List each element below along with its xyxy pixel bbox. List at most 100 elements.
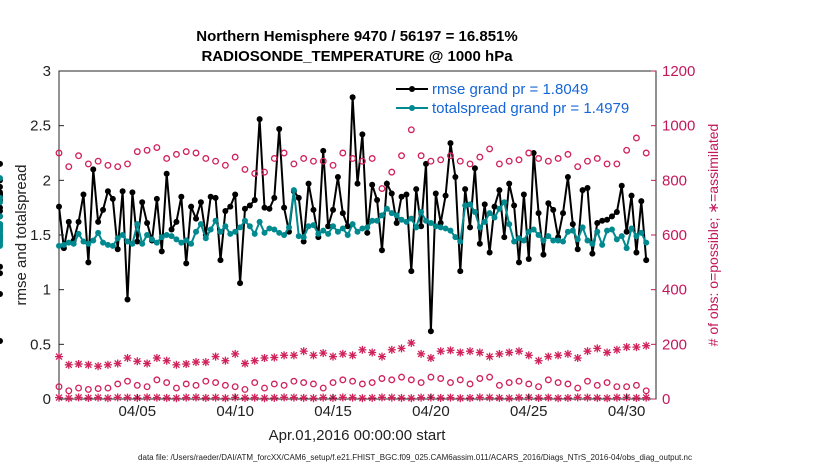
data-point — [563, 393, 572, 402]
data-point — [84, 393, 93, 402]
axis-ticks: 0 0.5 1 1.5 2 2.5 3 0 200 400 600 800 1000 1200 04/05 0… — [30, 63, 695, 420]
asterisk-stroke — [613, 394, 621, 402]
series-line — [58, 97, 648, 332]
data-point — [583, 393, 592, 402]
y-right-tick-label: 600 — [662, 227, 687, 244]
asterisk-stroke — [564, 350, 572, 358]
data-point — [364, 224, 371, 231]
asterisk-stroke — [251, 394, 259, 402]
data-point — [574, 384, 582, 392]
asterisk-stroke — [300, 394, 308, 402]
data-point — [467, 201, 474, 208]
data-point — [305, 180, 312, 187]
data-point — [642, 341, 651, 350]
asterisk-stroke — [398, 344, 405, 352]
data-point — [388, 168, 396, 176]
asterisk-stroke — [202, 394, 210, 402]
data-point — [495, 160, 503, 168]
data-point — [339, 149, 347, 157]
asterisk-stroke — [368, 349, 376, 356]
data-point — [281, 232, 288, 238]
data-point — [456, 157, 464, 165]
data-point — [632, 393, 641, 402]
data-point — [74, 393, 83, 402]
data-point — [104, 161, 112, 169]
data-point — [231, 383, 239, 391]
data-point — [417, 393, 426, 402]
asterisk-stroke — [427, 354, 435, 362]
asterisk-stroke — [251, 357, 259, 365]
data-point — [129, 240, 136, 247]
data-point — [143, 393, 152, 402]
data-point — [378, 393, 386, 402]
data-point — [163, 379, 171, 387]
asterisk-stroke — [65, 361, 73, 369]
data-point — [348, 393, 357, 402]
data-point — [290, 160, 298, 168]
data-point — [427, 373, 435, 381]
data-point — [501, 199, 508, 206]
x-tick-label: 04/20 — [412, 403, 450, 420]
data-point — [437, 156, 445, 164]
asterisk-stroke — [55, 353, 63, 361]
data-point — [256, 218, 263, 225]
data-point — [369, 217, 376, 224]
data-point — [418, 223, 425, 230]
data-point — [388, 376, 396, 384]
data-point — [378, 212, 385, 219]
data-point — [207, 226, 214, 233]
asterisk-stroke — [133, 357, 141, 365]
data-point — [172, 384, 180, 392]
data-point — [613, 160, 621, 168]
asterisk-stroke — [163, 357, 171, 365]
data-point — [393, 212, 400, 219]
data-point — [94, 393, 103, 402]
asterisk-stroke — [280, 393, 288, 401]
series-4 — [55, 373, 650, 395]
x-tick-label: 04/05 — [119, 403, 157, 420]
asterisk-stroke — [447, 346, 454, 354]
asterisk-stroke — [632, 394, 640, 402]
asterisk-stroke — [613, 346, 621, 354]
data-point — [163, 232, 170, 238]
data-point — [251, 170, 259, 177]
data-point — [632, 343, 641, 352]
data-point — [182, 360, 191, 368]
data-point — [270, 155, 278, 162]
data-point — [560, 238, 567, 245]
data-point — [158, 234, 165, 241]
data-point — [129, 189, 136, 196]
asterisk-stroke — [515, 347, 523, 355]
data-point — [446, 393, 455, 402]
data-point — [436, 347, 445, 356]
data-point — [491, 214, 498, 221]
series-1 — [0, 175, 650, 252]
data-point — [193, 228, 200, 235]
data-point — [163, 155, 171, 162]
data-point — [56, 242, 62, 249]
data-point — [515, 377, 523, 385]
data-point — [64, 394, 73, 403]
data-point — [368, 155, 376, 162]
asterisk-stroke — [495, 394, 503, 402]
x-axis-label: Apr.01,2016 00:00:00 start — [269, 427, 447, 444]
data-point — [172, 150, 180, 158]
data-point — [241, 165, 249, 173]
data-point — [383, 205, 390, 212]
data-point — [584, 157, 591, 165]
data-point — [95, 218, 102, 225]
data-point — [466, 347, 474, 356]
y-right-tick-label: 0 — [662, 391, 670, 408]
data-point — [550, 237, 557, 244]
data-point — [408, 268, 415, 275]
data-point — [289, 351, 298, 360]
data-point — [427, 219, 434, 226]
data-point — [241, 359, 249, 368]
chart-marks — [0, 94, 651, 403]
data-point — [486, 373, 494, 381]
asterisk-stroke — [495, 350, 503, 358]
asterisk-stroke — [124, 394, 131, 402]
data-point — [182, 393, 191, 402]
data-point — [85, 240, 92, 247]
data-point — [447, 227, 454, 234]
